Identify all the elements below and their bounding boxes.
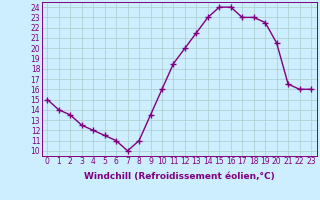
X-axis label: Windchill (Refroidissement éolien,°C): Windchill (Refroidissement éolien,°C) — [84, 172, 275, 181]
